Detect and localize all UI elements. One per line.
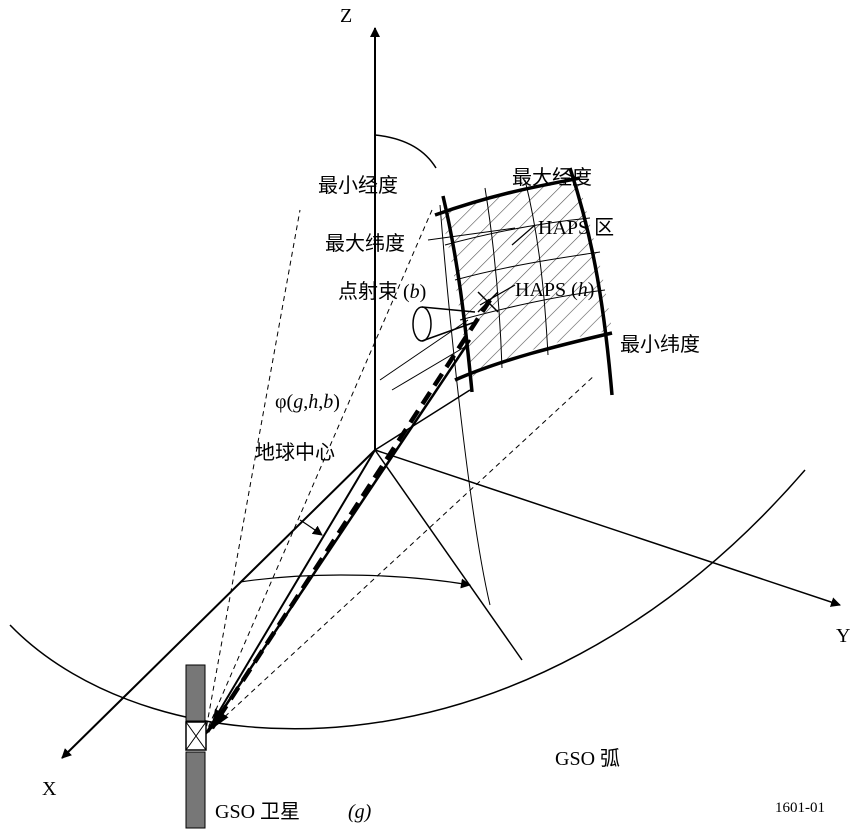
text: HAPS ( — [515, 279, 578, 301]
y-label: Y — [836, 625, 850, 647]
max-latitude: 最大纬度 — [325, 232, 405, 255]
symbol: g — [293, 391, 303, 413]
text: ) — [588, 279, 595, 301]
geometry — [9, 27, 841, 829]
text: 点射束 ( — [338, 280, 410, 303]
z-label: Z — [340, 5, 352, 27]
symbol: b — [323, 391, 333, 413]
spot-beam: 点射束 (b) — [338, 280, 426, 303]
x-label: X — [42, 778, 57, 800]
max-longitude: 最大经度 — [512, 166, 592, 189]
gso-satellite: GSO 卫星 — [215, 801, 300, 823]
text: φ( — [275, 391, 294, 413]
symbol: h — [578, 279, 588, 301]
gso-arc: GSO 弧 — [555, 747, 620, 770]
text: ) — [420, 281, 427, 303]
haps-zone: HAPS 区 — [538, 217, 614, 239]
gso-symbol: (g) — [348, 801, 372, 823]
text: ) — [333, 391, 340, 413]
symbol: h — [308, 391, 318, 413]
min-latitude: 最小纬度 — [620, 333, 700, 356]
haps: HAPS (h) — [515, 279, 594, 301]
earth-center: 地球中心 — [255, 441, 335, 464]
symbol: b — [410, 281, 420, 303]
figure-id: 1601-01 — [775, 800, 825, 816]
angle: φ(g,h,b) — [275, 391, 340, 413]
text: , — [318, 391, 323, 413]
min-longitude: 最小经度 — [318, 174, 398, 197]
text: , — [303, 391, 308, 413]
